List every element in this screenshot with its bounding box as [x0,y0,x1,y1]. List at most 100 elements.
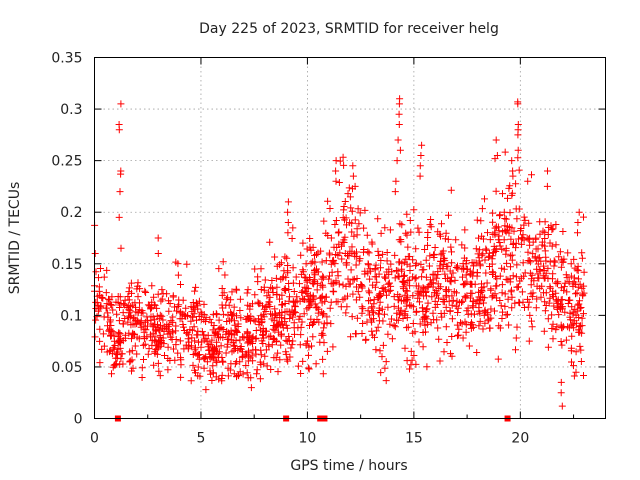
data-point [397,238,405,246]
data-point [378,353,386,361]
data-point [109,306,117,314]
data-point [558,341,566,349]
data-point [257,312,265,320]
data-point [273,262,281,270]
data-point [529,238,537,246]
data-point [144,350,152,358]
data-point [580,289,588,297]
data-point [167,333,175,341]
data-point [568,303,576,311]
data-point [114,333,122,341]
data-point [171,303,178,311]
data-point [546,258,554,266]
data-point [508,286,515,294]
data-point [491,229,499,237]
data-point [392,267,400,274]
data-point [480,299,487,307]
data-point [200,364,208,372]
data-point [461,318,469,326]
data-point [96,325,104,333]
data-point [504,194,511,202]
data-point [394,316,402,324]
data-point [354,205,362,213]
data-point [487,305,495,313]
data-point [331,221,339,228]
data-point [418,141,426,149]
data-point [257,351,265,359]
data-point [580,372,587,379]
data-point [172,258,180,266]
data-point [430,254,438,261]
data-point [316,338,324,346]
data-point [230,341,238,349]
data-point [332,217,340,224]
data-point [289,264,297,272]
data-point [567,272,575,280]
data-point [161,323,169,331]
data-point [552,279,560,287]
data-point [375,270,383,278]
data-point [284,357,292,365]
data-point [499,228,507,236]
data-point [569,320,577,328]
data-point [415,228,423,236]
data-point [372,327,380,335]
data-point [506,252,514,260]
data-point [371,333,378,341]
data-point [252,334,260,342]
data-point [447,186,455,194]
data-point [473,216,481,224]
data-point [337,303,345,311]
data-point [437,251,445,259]
data-point [526,269,534,277]
data-point [221,271,229,279]
data-point [376,293,384,300]
y-tick-label: 0.2 [60,205,82,221]
data-point [394,136,402,144]
data-point [347,266,355,274]
data-point [188,326,196,334]
data-point [521,304,528,311]
data-point [409,292,417,300]
data-point [297,270,305,278]
data-point [423,320,431,328]
data-point [403,295,411,303]
data-point [499,308,506,316]
data-point [395,100,403,108]
data-point [469,303,477,311]
data-point [309,333,317,341]
data-point [401,307,409,315]
data-point [207,354,215,362]
data-point [407,347,415,355]
data-point [434,268,442,276]
data-point [124,293,132,300]
data-point [388,335,396,343]
data-point [229,338,237,346]
data-point [462,271,470,279]
data-point [459,273,466,281]
data-point [338,242,345,250]
data-point [419,307,427,315]
data-point [155,340,163,348]
data-point [576,297,583,305]
data-point [448,333,456,340]
data-point [494,223,502,231]
data-point [461,244,469,252]
data-point [151,301,159,309]
data-point [442,303,450,311]
data-point [155,367,163,375]
data-point [171,356,179,364]
data-point [286,315,294,322]
data-point [240,334,248,342]
data-point [383,291,390,299]
data-point [242,362,250,369]
data-point [185,341,193,349]
data-point [374,247,382,255]
data-point [374,323,382,331]
data-point [311,251,318,259]
data-point [577,346,585,354]
data-point [361,270,369,278]
data-point [129,314,137,322]
data-point [227,296,235,304]
data-point [213,358,221,366]
